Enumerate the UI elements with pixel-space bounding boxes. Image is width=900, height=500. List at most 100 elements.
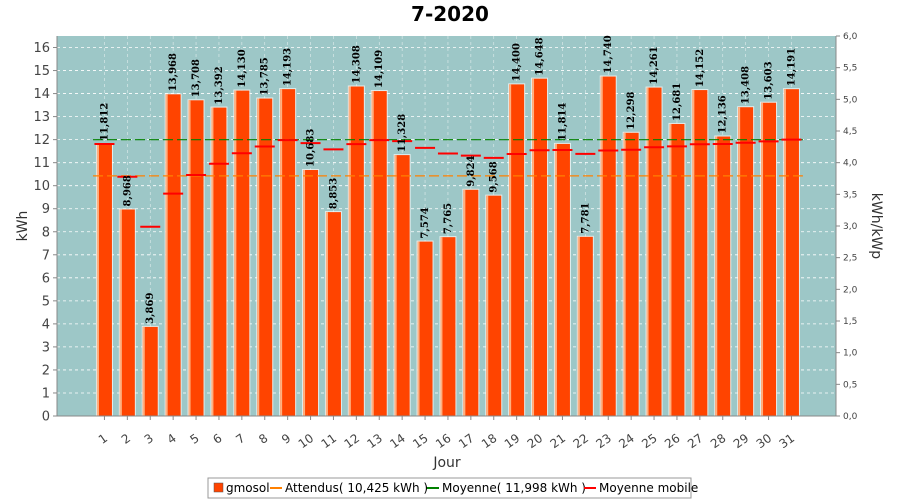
data-label: 9,568 (489, 161, 500, 192)
bar-fill (440, 237, 456, 416)
bar-highlight (509, 84, 512, 416)
bar-fill (280, 89, 296, 416)
bar (668, 122, 686, 416)
bar (508, 83, 526, 416)
bar-fill (257, 98, 273, 416)
bar-highlight (783, 89, 786, 416)
y-tick-label: 16 (33, 41, 50, 56)
bar-highlight (486, 195, 489, 416)
x-tick-label: 1 (96, 431, 110, 447)
bar-fill (211, 107, 227, 416)
bar-highlight (692, 90, 695, 417)
y-tick-label: 13 (33, 110, 50, 125)
data-label: 8,853 (328, 178, 339, 209)
legend: gmosol Attendus( 10,425 kWh ) Moyenne( 11,… (207, 477, 698, 499)
bar-highlight (325, 212, 328, 416)
bar (622, 131, 640, 417)
moving-average-marks (94, 138, 802, 228)
legend-swatch (213, 482, 224, 493)
bar (553, 142, 571, 417)
y-tick-label: 8 (42, 225, 50, 240)
bar-highlight (532, 78, 535, 416)
bar-fill (554, 143, 570, 417)
bar (416, 240, 434, 416)
y2-tick-label: 6,0 (843, 32, 858, 42)
legend-item: gmosol (213, 481, 270, 495)
data-label: 11,328 (397, 114, 408, 152)
y2-tick-label: 1,0 (843, 349, 858, 359)
bar-highlight (761, 102, 764, 417)
axes: 0123456789101112131415160,00,51,01,52,02… (33, 32, 857, 451)
x-tick-label: 20 (525, 431, 546, 451)
data-label: 14,400 (512, 43, 523, 81)
bar-highlight (280, 89, 283, 416)
data-label: 12,681 (672, 83, 683, 121)
y2-tick-label: 0,5 (843, 380, 857, 390)
bar (645, 86, 663, 416)
bar (599, 75, 617, 417)
bar-highlight (257, 98, 260, 416)
bar (782, 88, 800, 416)
bar-highlight (463, 189, 466, 416)
bar (302, 168, 320, 416)
y2-tick-label: 4,5 (843, 127, 857, 137)
x-tick-label: 24 (616, 431, 637, 451)
x-tick-label: 21 (548, 431, 569, 451)
data-label: 14,193 (283, 48, 294, 86)
data-labels: 11,812 8,968 3,869 13,968 13,708 13,392 14,130… (99, 35, 797, 324)
data-label: 13,603 (764, 61, 775, 99)
data-label: 14,152 (695, 49, 706, 87)
bar (439, 236, 457, 416)
y-tick-label: 0 (42, 410, 50, 425)
bar-highlight (234, 90, 237, 416)
bar-fill (417, 241, 433, 416)
y2-tick-label: 2,5 (843, 254, 857, 264)
data-label: 7,765 (443, 203, 454, 234)
bar-highlight (646, 87, 649, 416)
x-tick-label: 12 (342, 431, 363, 451)
bar-fill (532, 78, 548, 416)
bar (118, 208, 136, 416)
bar (256, 97, 274, 416)
bar-fill (234, 90, 250, 416)
data-label: 14,130 (237, 49, 248, 87)
bar-fill (783, 89, 799, 416)
bar (393, 154, 411, 416)
bar-fill (165, 94, 181, 416)
y2-tick-label: 0,0 (843, 412, 858, 422)
y2-tick-label: 5,0 (843, 95, 858, 105)
bar (760, 101, 778, 417)
bar-highlight (669, 123, 672, 416)
bar-fill (142, 326, 158, 416)
x-tick-label: 19 (502, 431, 523, 451)
bar (187, 99, 205, 417)
data-label: 14,648 (535, 37, 546, 75)
y-tick-label: 12 (33, 133, 50, 148)
bars-group (95, 75, 800, 417)
data-label: 14,261 (649, 46, 660, 84)
x-tick-label: 13 (364, 431, 385, 451)
bar-highlight (211, 107, 214, 416)
bar-highlight (623, 132, 626, 417)
data-label: 7,574 (420, 207, 431, 238)
y-tick-label: 6 (42, 271, 50, 286)
bar-fill (669, 123, 685, 416)
bar-highlight (440, 237, 443, 416)
x-tick-label: 5 (187, 431, 201, 447)
bar-highlight (142, 326, 145, 416)
y2-tick-label: 4,0 (843, 159, 858, 169)
bar-highlight (738, 107, 741, 417)
bar-fill (692, 90, 708, 417)
x-tick-label: 23 (593, 431, 614, 451)
x-tick-label: 29 (731, 431, 752, 451)
y2-tick-label: 5,5 (843, 64, 857, 74)
y-tick-label: 7 (42, 248, 50, 263)
data-label: 3,869 (145, 293, 156, 324)
y-tick-label: 14 (33, 87, 50, 102)
bar-fill (348, 86, 364, 416)
data-label: 7,781 (580, 202, 591, 233)
bar (370, 90, 388, 416)
bar (485, 194, 503, 416)
data-label: 13,392 (214, 66, 225, 104)
